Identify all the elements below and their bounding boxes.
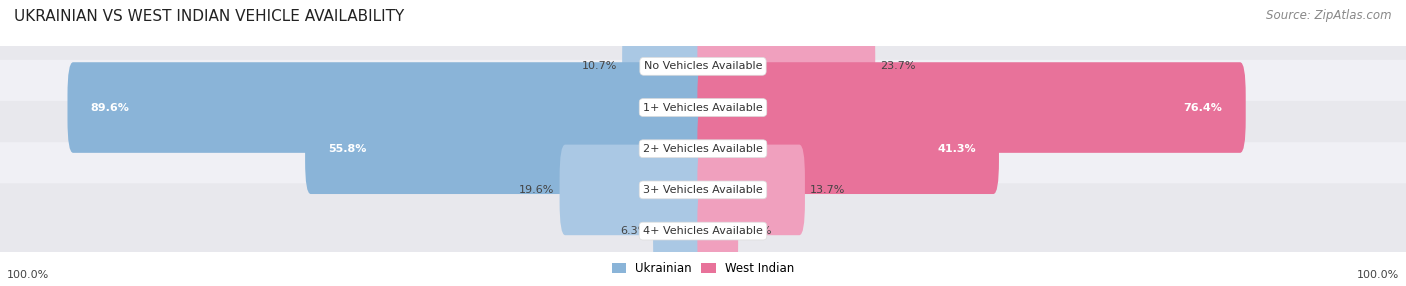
FancyBboxPatch shape [697, 186, 738, 276]
FancyBboxPatch shape [0, 60, 1406, 155]
Text: 4+ Vehicles Available: 4+ Vehicles Available [643, 226, 763, 236]
Text: 41.3%: 41.3% [938, 144, 976, 154]
FancyBboxPatch shape [697, 145, 804, 235]
FancyBboxPatch shape [697, 21, 875, 112]
FancyBboxPatch shape [0, 142, 1406, 238]
FancyBboxPatch shape [621, 21, 709, 112]
Text: 19.6%: 19.6% [519, 185, 554, 195]
Text: 4.2%: 4.2% [744, 226, 772, 236]
FancyBboxPatch shape [652, 186, 709, 276]
FancyBboxPatch shape [0, 101, 1406, 196]
Text: UKRAINIAN VS WEST INDIAN VEHICLE AVAILABILITY: UKRAINIAN VS WEST INDIAN VEHICLE AVAILAB… [14, 9, 405, 23]
Text: 55.8%: 55.8% [329, 144, 367, 154]
FancyBboxPatch shape [697, 62, 1246, 153]
Text: 3+ Vehicles Available: 3+ Vehicles Available [643, 185, 763, 195]
Text: 100.0%: 100.0% [7, 270, 49, 279]
Text: No Vehicles Available: No Vehicles Available [644, 61, 762, 71]
FancyBboxPatch shape [305, 104, 709, 194]
Text: Source: ZipAtlas.com: Source: ZipAtlas.com [1267, 9, 1392, 21]
Text: 23.7%: 23.7% [880, 61, 915, 71]
FancyBboxPatch shape [560, 145, 709, 235]
Text: 10.7%: 10.7% [582, 61, 617, 71]
FancyBboxPatch shape [0, 19, 1406, 114]
Text: 1+ Vehicles Available: 1+ Vehicles Available [643, 103, 763, 112]
FancyBboxPatch shape [697, 104, 998, 194]
Legend: Ukrainian, West Indian: Ukrainian, West Indian [607, 258, 799, 280]
Text: 100.0%: 100.0% [1357, 270, 1399, 279]
Text: 2+ Vehicles Available: 2+ Vehicles Available [643, 144, 763, 154]
Text: 76.4%: 76.4% [1184, 103, 1223, 112]
Text: 6.3%: 6.3% [620, 226, 648, 236]
FancyBboxPatch shape [0, 183, 1406, 279]
Text: 13.7%: 13.7% [810, 185, 845, 195]
Text: 89.6%: 89.6% [91, 103, 129, 112]
FancyBboxPatch shape [67, 62, 709, 153]
